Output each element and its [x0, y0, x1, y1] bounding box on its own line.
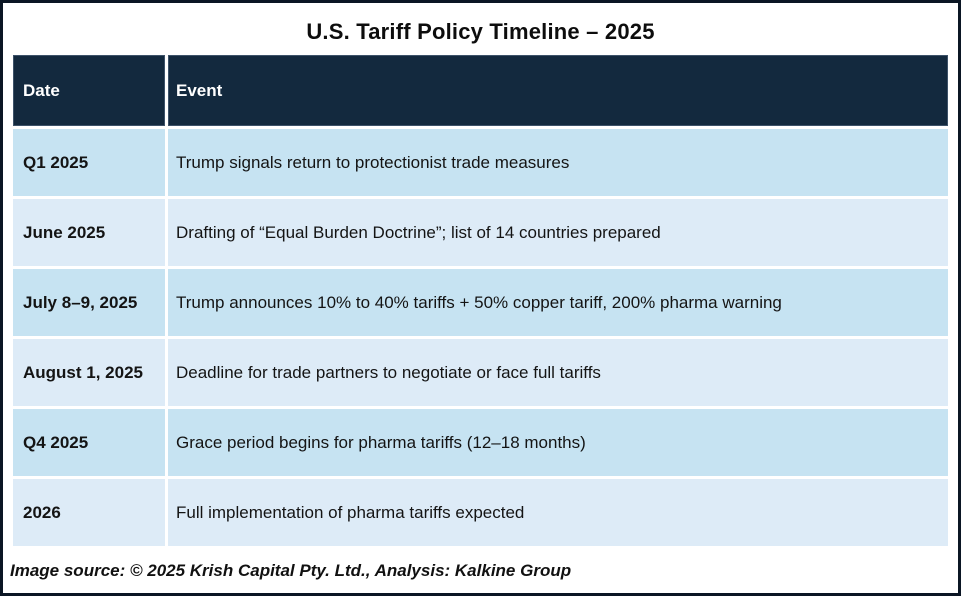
source-note: Image source: © 2025 Krish Capital Pty. … [10, 560, 572, 580]
event-cell: Full implementation of pharma tariffs ex… [168, 479, 948, 546]
date-cell: Q1 2025 [13, 129, 165, 196]
date-cell: 2026 [13, 479, 165, 546]
date-cell: July 8–9, 2025 [13, 269, 165, 336]
event-cell: Trump announces 10% to 40% tariffs + 50%… [168, 269, 948, 336]
page-title: U.S. Tariff Policy Timeline – 2025 [306, 19, 655, 44]
event-cell: Deadline for trade partners to negotiate… [168, 339, 948, 406]
title-bar: U.S. Tariff Policy Timeline – 2025 [3, 3, 958, 55]
column-header-date: Date [13, 55, 165, 126]
timeline-table: Date Event Q1 2025 Trump signals return t… [13, 55, 948, 546]
date-cell: Q4 2025 [13, 409, 165, 476]
event-cell: Trump signals return to protectionist tr… [168, 129, 948, 196]
date-cell: June 2025 [13, 199, 165, 266]
footer: Image source: © 2025 Krish Capital Pty. … [3, 546, 958, 593]
column-header-event: Event [168, 55, 948, 126]
event-cell: Drafting of “Equal Burden Doctrine”; lis… [168, 199, 948, 266]
event-cell: Grace period begins for pharma tariffs (… [168, 409, 948, 476]
date-cell: August 1, 2025 [13, 339, 165, 406]
